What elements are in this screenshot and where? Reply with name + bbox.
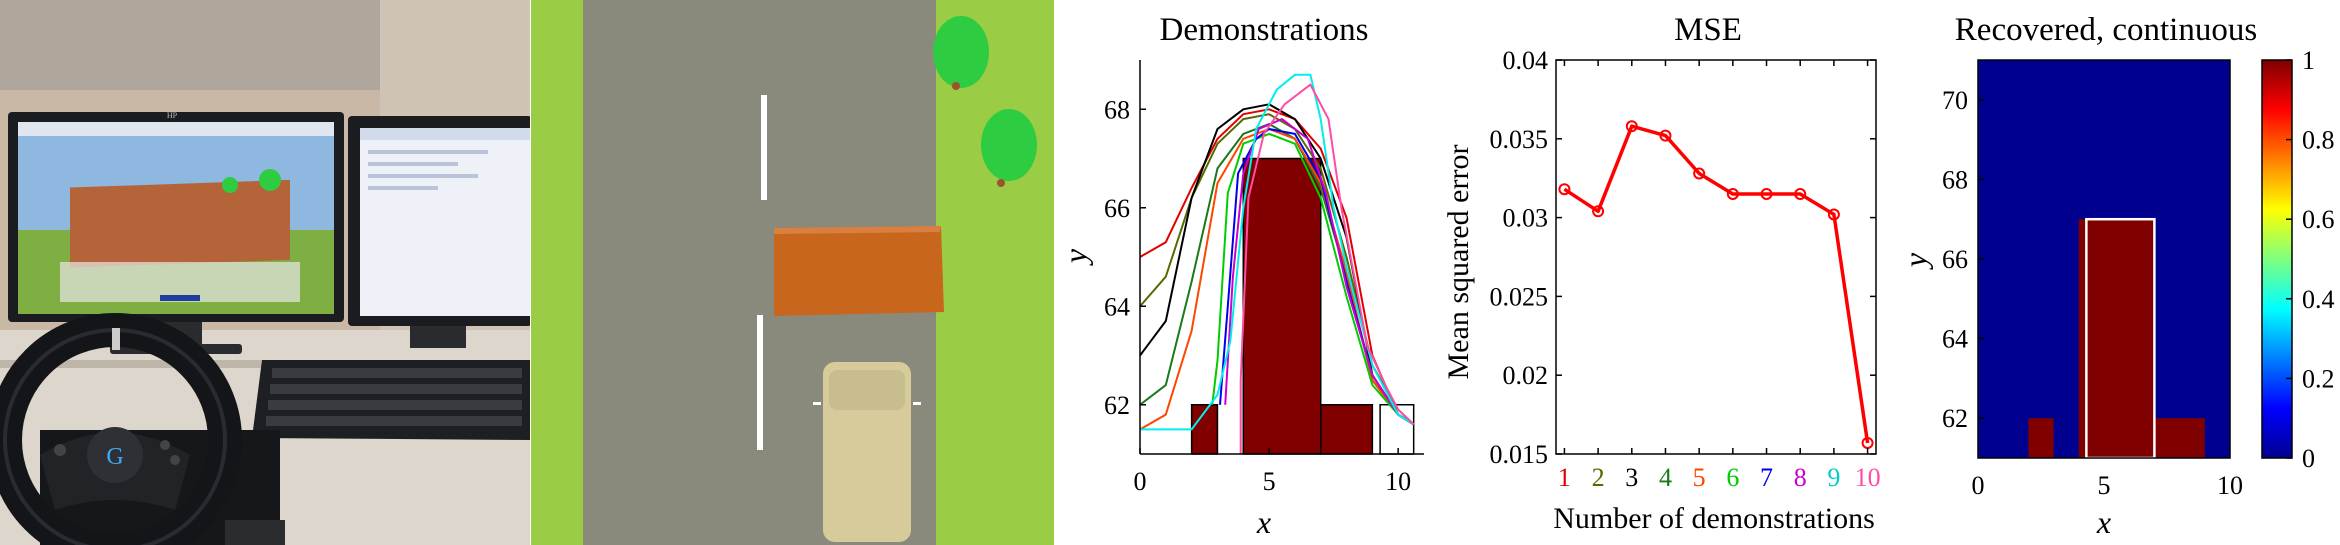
- colorbar-tick-label: 0.2: [2302, 364, 2335, 393]
- x-tick-label: 0: [1972, 471, 1985, 500]
- chart-title: Demonstrations: [1160, 12, 1369, 48]
- y-tick-label: 0.04: [1503, 46, 1549, 75]
- x-tick-label: 5: [2098, 471, 2111, 500]
- x-tick-label: 10: [2217, 471, 2243, 500]
- colorbar-tick-label: 0: [2302, 444, 2315, 473]
- colorbar-tick-label: 0.8: [2302, 126, 2335, 155]
- y-tick-label: 0.03: [1503, 204, 1549, 233]
- demo-trajectory-line: [1211, 132, 1415, 426]
- mse-line: [1563, 124, 1870, 444]
- x-tick-label: 0: [1134, 467, 1147, 496]
- monitor-brand-logo: HP: [167, 111, 178, 120]
- y-tick-label: 0.025: [1490, 282, 1549, 311]
- x-axis-label: x: [1256, 504, 1271, 540]
- x-tick-label: 1: [1558, 463, 1571, 492]
- demonstrations-chart: Demonstrations y x 0 5 10 62 64 66 68: [1060, 0, 1440, 545]
- mse-point: [1726, 187, 1739, 200]
- mse-point: [1558, 183, 1571, 196]
- heatmap-cell: [2078, 219, 2155, 458]
- lab-setup-photo: HP G: [0, 0, 530, 545]
- x-tick-label: 10: [1385, 467, 1411, 496]
- demo-trajectory-line: [1224, 118, 1415, 426]
- y-axis-label: Mean squared error: [1442, 145, 1475, 380]
- mse-chart: MSE Mean squared error Number of demonst…: [1440, 0, 1900, 545]
- player-car: [813, 362, 921, 542]
- mse-point: [1760, 187, 1773, 200]
- colorbar-tick-label: 0.4: [2302, 285, 2335, 314]
- simulator-top-view: [531, 0, 1054, 545]
- left-monitor: HP: [8, 111, 344, 354]
- mse-point: [1861, 436, 1874, 449]
- mse-point: [1693, 167, 1706, 180]
- wheel-logo: G: [106, 444, 123, 470]
- x-tick-label: 2: [1592, 463, 1605, 492]
- x-tick-label: 6: [1726, 463, 1739, 492]
- y-tick-label: 68: [1942, 165, 1968, 194]
- steering-wheel: G: [0, 313, 280, 545]
- obstacle-block: [774, 226, 944, 316]
- lane-mark: [757, 315, 763, 450]
- y-tick-label: 64: [1104, 292, 1130, 321]
- recovered-heatmap-chart: Recovered, continuous y x 0 5 10 62 64 66 68 70…: [1900, 0, 2340, 545]
- x-tick-label: 9: [1827, 463, 1840, 492]
- x-tick-label: 8: [1794, 463, 1807, 492]
- x-tick-label: 10: [1855, 463, 1881, 492]
- colorbar-tick-label: 0.6: [2302, 205, 2335, 234]
- x-tick-label: 3: [1625, 463, 1638, 492]
- tree: [933, 16, 989, 90]
- demo-trajectory-line: [1139, 128, 1415, 431]
- y-tick-label: 0.02: [1503, 361, 1549, 390]
- y-tick-label: 68: [1104, 95, 1130, 124]
- mse-point: [1827, 208, 1840, 221]
- tree: [981, 109, 1037, 187]
- y-tick-label: 70: [1942, 86, 1968, 115]
- mse-point: [1592, 205, 1605, 218]
- y-tick-label: 62: [1942, 404, 1968, 433]
- lane-mark: [761, 95, 767, 200]
- x-tick-label: 5: [1693, 463, 1706, 492]
- y-tick-label: 0.015: [1490, 440, 1549, 469]
- x-tick-label: 7: [1760, 463, 1773, 492]
- y-axis-label: y: [1900, 252, 1933, 270]
- y-tick-label: 0.035: [1490, 125, 1549, 154]
- mse-point: [1659, 129, 1672, 142]
- obstacle-bar: [1319, 404, 1374, 455]
- colorbar-tick-label: 1: [2302, 46, 2315, 75]
- y-tick-label: 66: [1104, 194, 1130, 223]
- mse-point: [1625, 120, 1638, 133]
- y-tick-label: 66: [1942, 245, 1968, 274]
- right-monitor: [348, 116, 530, 348]
- y-axis-label: y: [1060, 248, 1093, 266]
- colorbar: [2261, 59, 2293, 459]
- x-tick-label: 4: [1659, 463, 1672, 492]
- chart-title: Recovered, continuous: [1955, 12, 2257, 48]
- heatmap-cell: [2028, 418, 2054, 458]
- obstacle-bar: [1242, 157, 1322, 455]
- keyboard: [252, 360, 530, 440]
- x-axis-label: Number of demonstrations: [1553, 502, 1875, 535]
- demo-trajectory-line: [1239, 83, 1415, 454]
- plot-frame: [1555, 59, 1877, 455]
- y-tick-label: 64: [1942, 325, 1968, 354]
- y-tick-label: 62: [1104, 391, 1130, 420]
- x-tick-label: 5: [1263, 467, 1276, 496]
- x-axis-label: x: [2096, 504, 2111, 540]
- mse-point: [1794, 187, 1807, 200]
- chart-title: MSE: [1674, 12, 1742, 48]
- heatmap-cell: [2154, 418, 2205, 458]
